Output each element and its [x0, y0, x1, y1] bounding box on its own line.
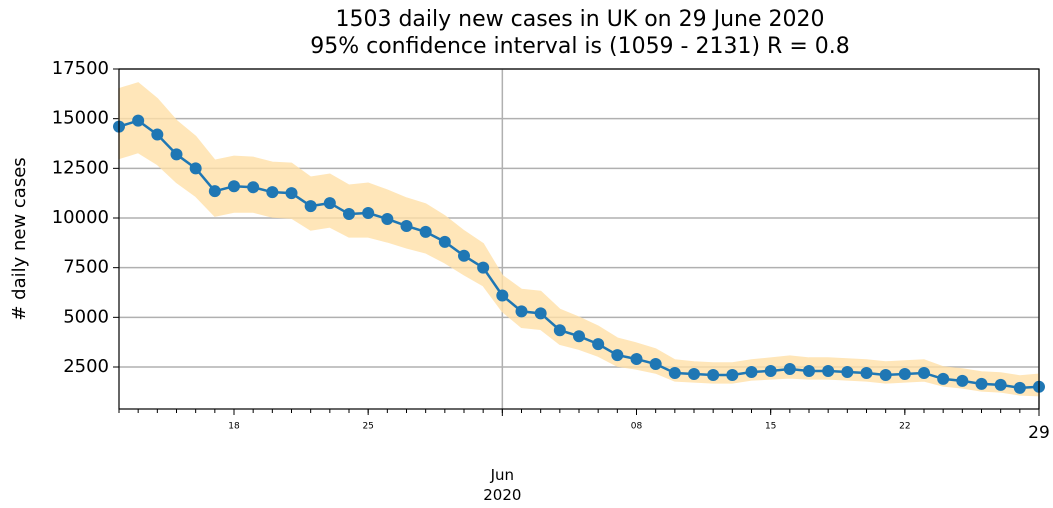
- y-tick-label: 2500: [63, 356, 109, 377]
- data-point: [783, 362, 796, 375]
- data-point: [1013, 381, 1026, 394]
- data-point: [496, 289, 509, 302]
- y-tick-label: 12500: [52, 157, 109, 178]
- data-point: [668, 366, 681, 379]
- data-point: [630, 353, 643, 366]
- y-tick-label: 17500: [52, 58, 109, 79]
- data-point: [879, 368, 892, 381]
- data-point: [956, 374, 969, 387]
- y-tick-label: 5000: [63, 306, 109, 327]
- data-point: [611, 349, 624, 362]
- data-point: [841, 365, 854, 378]
- data-point: [573, 330, 585, 343]
- x-tick-label: 29: [1028, 423, 1050, 443]
- chart-title: 1503 daily new cases in UK on 29 June 20…: [335, 7, 824, 32]
- data-point: [764, 364, 777, 377]
- data-point: [534, 307, 547, 320]
- data-point: [381, 212, 394, 225]
- data-point: [994, 378, 1007, 391]
- data-point: [975, 377, 988, 390]
- data-point: [688, 367, 700, 380]
- x-tick-label: 08: [631, 422, 643, 432]
- data-point: [458, 249, 470, 262]
- data-point: [553, 324, 566, 337]
- x-tick-label: 25: [362, 422, 373, 432]
- plot-frame: [118, 68, 1040, 410]
- data-point: [151, 128, 164, 141]
- data-point: [170, 148, 183, 161]
- data-point: [266, 186, 279, 199]
- data-point: [745, 365, 758, 378]
- data-point: [898, 367, 911, 380]
- data-point: [515, 305, 528, 318]
- data-point: [228, 180, 240, 193]
- data-point: [189, 162, 202, 175]
- x-tick-label: Jun 2020: [483, 466, 521, 504]
- data-point: [419, 225, 432, 238]
- y-tick-label: 10000: [52, 207, 109, 228]
- y-tick-label: 7500: [63, 257, 109, 278]
- data-point: [937, 372, 950, 385]
- data-point: [362, 207, 375, 220]
- y-axis-label: # daily new cases: [9, 157, 30, 320]
- data-point: [860, 366, 873, 379]
- data-point: [822, 364, 835, 377]
- data-point: [649, 358, 662, 371]
- x-tick-label: 22: [899, 422, 910, 432]
- data-point: [323, 197, 336, 210]
- data-point: [343, 208, 355, 221]
- data-point: [803, 364, 815, 377]
- x-tick-label: 18: [228, 422, 240, 432]
- data-point: [208, 185, 221, 198]
- data-point: [477, 261, 490, 274]
- data-point: [285, 187, 298, 200]
- data-point: [592, 338, 605, 351]
- data-point: [707, 368, 720, 381]
- chart-subtitle: 95% confidence interval is (1059 - 2131)…: [310, 34, 850, 59]
- confidence-band: [118, 82, 1040, 397]
- data-point: [304, 200, 317, 213]
- data-point: [438, 235, 451, 248]
- data-point: [400, 219, 413, 232]
- data-point: [726, 368, 739, 381]
- data-point: [247, 181, 260, 194]
- y-tick-label: 15000: [52, 108, 109, 129]
- data-point: [918, 366, 930, 379]
- data-point: [132, 114, 145, 127]
- x-tick-label: 15: [765, 422, 776, 432]
